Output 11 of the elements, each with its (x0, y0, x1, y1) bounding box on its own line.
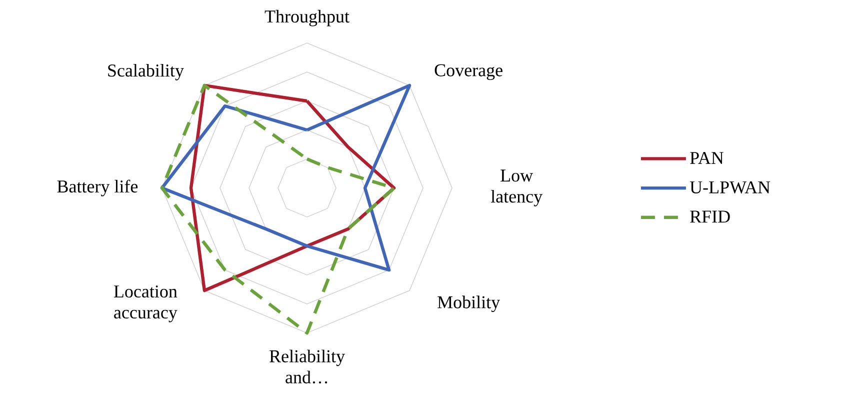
spoke-label: Location accuracy (114, 285, 178, 322)
spoke-label: Reliability and… (270, 350, 345, 384)
spoke-label: Low latency (490, 170, 542, 206)
legend-label: RFID (690, 210, 730, 223)
spoke-label: Throughput (264, 10, 350, 26)
spoke-label: Battery life (57, 180, 138, 196)
legend-label: U-LPWAN (690, 181, 770, 194)
legend-label: PAN (690, 152, 724, 164)
spoke-label: Mobility (438, 296, 500, 312)
spoke-label: Coverage (434, 64, 502, 80)
spoke-label: Scalability (108, 64, 184, 80)
